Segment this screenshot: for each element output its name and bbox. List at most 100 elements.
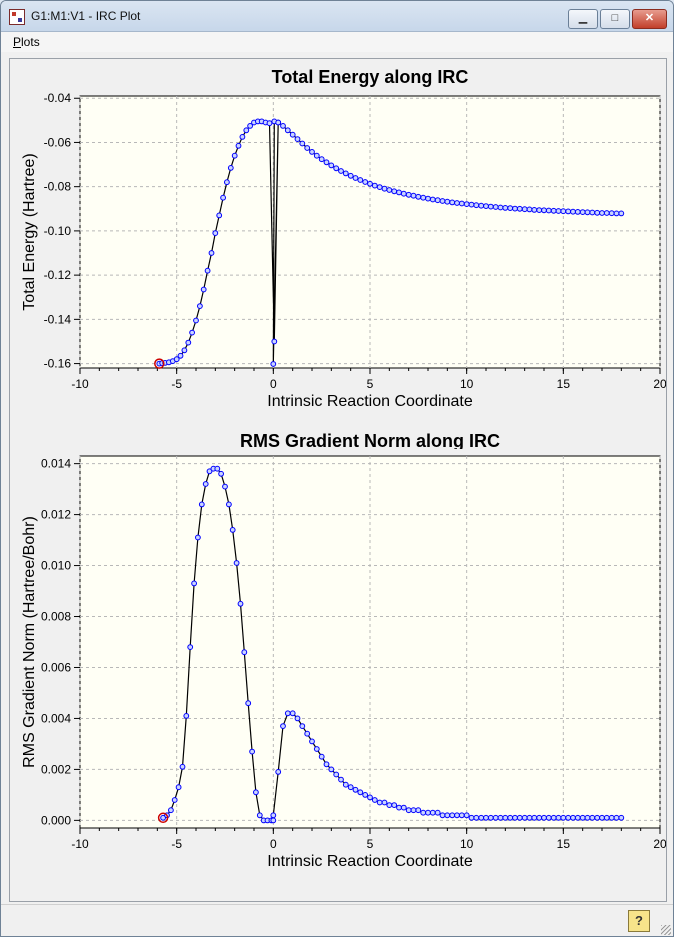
data-point (333, 165, 340, 172)
data-point (198, 501, 205, 508)
x-axis-label: Intrinsic Reaction Coordinate (267, 393, 473, 410)
data-point (224, 179, 230, 186)
data-point (463, 812, 470, 819)
data-point (425, 809, 431, 816)
data-point (222, 483, 228, 490)
y-tick-label: -0.14 (44, 312, 72, 326)
data-point (294, 136, 301, 142)
data-point (352, 175, 359, 181)
data-point (218, 470, 225, 477)
chart-title: Total Energy along IRC (272, 67, 469, 87)
data-point (444, 812, 451, 819)
data-point (589, 209, 596, 216)
data-point (560, 814, 567, 821)
data-point (367, 794, 373, 801)
data-point (570, 208, 576, 215)
data-point (357, 177, 364, 183)
data-point (405, 807, 412, 814)
data-point (376, 799, 383, 806)
x-tick-label: 10 (460, 377, 474, 391)
data-point (541, 814, 547, 821)
x-tick-label: 10 (460, 837, 474, 851)
y-tick-label: -0.08 (44, 180, 72, 194)
x-axis-label: Intrinsic Reaction Coordinate (267, 853, 473, 870)
data-point (168, 807, 174, 814)
help-icon[interactable]: ? (628, 910, 650, 932)
data-point (239, 134, 246, 140)
status-bar: ? (1, 904, 673, 936)
data-point (299, 140, 306, 147)
data-point (294, 715, 301, 722)
data-point (195, 534, 201, 541)
data-point (391, 802, 398, 809)
menu-plots[interactable]: Plots (13, 35, 40, 49)
current-point-marker (157, 812, 169, 824)
title-bar[interactable]: G1:M1:V1 - IRC Plot ▁ □ ✕ (1, 1, 673, 32)
data-point (439, 198, 446, 204)
data-point (204, 267, 211, 274)
data-point (536, 207, 543, 214)
data-point (487, 203, 494, 210)
data-point (531, 207, 538, 213)
y-tick-label: -0.12 (44, 268, 72, 282)
data-point (458, 200, 465, 207)
data-point (478, 814, 485, 821)
data-point (249, 748, 256, 755)
data-point (342, 781, 349, 788)
data-point (357, 789, 364, 796)
data-point (328, 162, 335, 169)
data-point (454, 812, 460, 819)
y-tick-label: -0.04 (44, 91, 72, 105)
data-point (318, 156, 325, 163)
data-point (191, 580, 198, 587)
data-point (497, 204, 504, 211)
resize-grip[interactable] (661, 925, 671, 935)
data-point (342, 170, 349, 177)
data-point (304, 145, 311, 151)
data-point (347, 172, 354, 179)
data-point (400, 190, 407, 197)
data-point (313, 746, 320, 752)
data-point (429, 809, 436, 816)
maximize-button[interactable]: □ (600, 9, 630, 29)
y-tick-label: 0.010 (41, 559, 71, 573)
chart-top: -10 -5 0 5 10 15 20 -0.04 -0.06 -0.08 -0.10 -0.12 -0… (21, 67, 666, 449)
y-tick-label: -0.10 (44, 224, 72, 238)
data-point (235, 142, 242, 149)
data-point (208, 250, 215, 256)
close-button[interactable]: ✕ (632, 9, 667, 29)
data-point (189, 329, 196, 336)
data-point (386, 802, 393, 809)
x-tick-label: 15 (557, 377, 571, 391)
data-point (584, 814, 591, 821)
data-point (318, 753, 325, 760)
x-tick-label: 0 (270, 837, 277, 851)
x-tick-label: -10 (71, 377, 89, 391)
data-point (521, 814, 528, 821)
y-tick-label: 0.008 (41, 610, 71, 624)
data-point (613, 210, 620, 217)
x-tick-label: 5 (367, 377, 374, 391)
data-point (179, 763, 186, 770)
data-point (415, 193, 422, 200)
data-point (410, 807, 417, 814)
app-icon[interactable] (9, 9, 25, 25)
data-point (284, 127, 291, 134)
data-point (185, 339, 192, 346)
x-tick-label: 15 (557, 837, 571, 851)
minimize-button[interactable]: ▁ (568, 9, 598, 29)
data-point (449, 199, 456, 206)
data-point (247, 123, 254, 129)
plot-area (79, 95, 661, 369)
data-point (338, 776, 344, 783)
data-point (237, 600, 244, 607)
data-point (289, 710, 296, 717)
data-point (555, 814, 562, 821)
data-point (608, 814, 615, 821)
data-point (193, 317, 199, 324)
data-point (275, 119, 282, 126)
data-point (516, 814, 523, 821)
data-point (483, 814, 489, 821)
data-point (243, 127, 250, 134)
data-point (463, 201, 470, 208)
